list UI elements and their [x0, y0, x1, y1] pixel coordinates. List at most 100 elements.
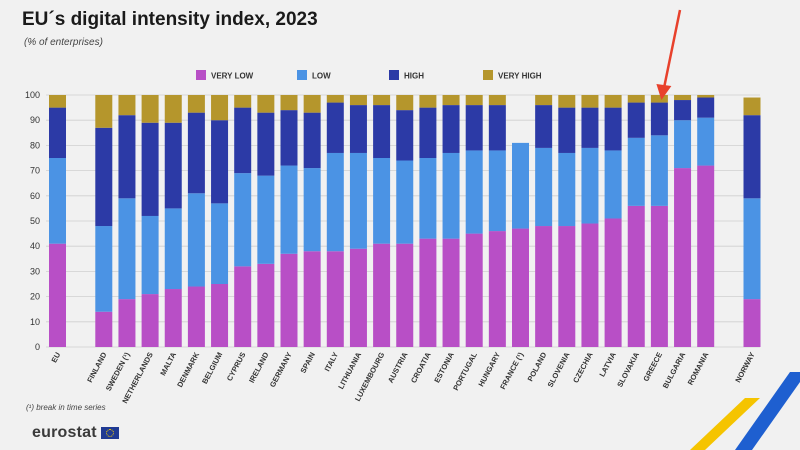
bar-segment-low: [141, 215, 159, 295]
bar-segment-high: [49, 107, 66, 158]
bar-stack: [558, 95, 576, 347]
legend-swatch: [196, 70, 206, 80]
bar-segment-very-low: [280, 253, 298, 347]
bar-segment-high: [604, 107, 622, 151]
x-tick-label: LATVIA: [597, 350, 618, 378]
bar-segment-very-low: [373, 243, 391, 347]
bar-segment-very-low: [465, 233, 483, 347]
bar-segment-low: [442, 152, 460, 239]
x-tick-label: SPAIN: [298, 351, 316, 375]
bar-segment-low: [697, 117, 715, 166]
bar-segment-very-high: [164, 95, 182, 123]
bar-segment-low: [303, 168, 321, 252]
bar-segment-low: [373, 158, 391, 244]
bar-segment-very-high: [187, 95, 205, 113]
bar-segment-high: [257, 112, 275, 176]
bar-stack: [303, 95, 321, 347]
bar-segment-high: [326, 102, 344, 153]
bar-segment-very-low: [396, 243, 414, 347]
bar-segment-very-low: [604, 218, 622, 347]
bar-segment-very-low: [650, 205, 668, 347]
bar-stack: [488, 95, 506, 347]
x-tick-label: PORTUGAL: [451, 350, 479, 392]
bar-segment-high: [95, 127, 113, 227]
bar-segment-very-high: [604, 95, 622, 108]
bar-segment-high: [581, 107, 599, 148]
bar-segment-low: [674, 120, 692, 169]
y-tick-label: 90: [30, 115, 40, 125]
bar-segment-very-high: [535, 95, 553, 106]
annotation-arrow: [656, 9, 682, 100]
x-tick-label: NORWAY: [733, 351, 756, 384]
bar-segment-low: [280, 165, 298, 254]
bar-segment-very-high: [465, 95, 483, 106]
bar-segment-very-low: [95, 311, 113, 347]
bar-stack: [650, 95, 668, 347]
legend: VERY LOW LOW HIGH VERY HIGH: [196, 70, 542, 81]
y-tick-label: 80: [30, 140, 40, 150]
bar-segment-low: [257, 175, 275, 264]
x-tick-label: POLAND: [526, 350, 549, 383]
bar-segment-very-high: [141, 95, 159, 123]
bar-segment-low: [558, 152, 576, 227]
bar-segment-high: [465, 105, 483, 151]
bar-segment-very-low: [49, 243, 66, 347]
y-tick-label: 50: [30, 216, 40, 226]
bar-segment-high: [674, 100, 692, 121]
x-tick-label: ROMANIA: [686, 350, 711, 386]
bar-segment-low: [743, 198, 761, 300]
bar-segment-very-high: [697, 95, 715, 98]
bar-segment-very-low: [558, 226, 576, 347]
x-tick-label: AUSTRIA: [386, 350, 410, 384]
bar-segment-very-low: [211, 284, 229, 347]
bar-segment-very-low: [697, 165, 715, 347]
bar-stack: [257, 95, 275, 347]
bar-segment-very-low: [234, 266, 252, 347]
x-tick-label: ESTONIA: [432, 350, 456, 384]
bar-segment-very-high: [558, 95, 576, 108]
bar-segment-very-high: [49, 95, 66, 108]
bar-segment-very-low: [257, 263, 275, 347]
bar-segment-high: [349, 105, 367, 153]
bar-stack: [465, 95, 483, 347]
bar-stack: [442, 95, 460, 347]
chart-subtitle: (% of enterprises): [24, 37, 103, 48]
chart-title: EU´s digital intensity index, 2023: [22, 9, 318, 30]
y-tick-label: 0: [35, 342, 40, 352]
bar-stack: [211, 95, 229, 347]
bar-stack: [581, 95, 599, 347]
bar-stack: [373, 95, 391, 347]
bar-stack: [674, 95, 692, 347]
x-tick-label: EU: [49, 351, 62, 364]
bar-segment-very-low: [488, 231, 506, 347]
bar-segment-very-low: [349, 248, 367, 347]
bars-layer: [49, 95, 761, 347]
bar-stack: [349, 95, 367, 347]
eu-flag-icon: [100, 427, 119, 439]
y-tick-label: 10: [30, 317, 40, 327]
x-tick-label: BULGARIA: [661, 350, 688, 390]
bar-segment-very-low: [674, 168, 692, 347]
x-tick-label: ITALY: [323, 351, 341, 373]
bar-segment-very-high: [581, 95, 599, 108]
bar-segment-low: [581, 147, 599, 224]
bar-segment-high: [280, 110, 298, 166]
bar-segment-low: [627, 137, 645, 206]
y-tick-label: 40: [30, 241, 40, 251]
y-tick-label: 60: [30, 191, 40, 201]
bar-segment-high: [535, 105, 553, 148]
bar-segment-very-high: [118, 95, 136, 116]
bar-segment-very-low: [187, 286, 205, 347]
bar-stack: [396, 95, 414, 347]
x-tick-label: FRANCE (¹): [498, 350, 525, 391]
bar-stack: [141, 95, 159, 347]
y-tick-label: 30: [30, 266, 40, 276]
bar-segment-very-high: [234, 95, 252, 108]
bar-segment-very-high: [419, 95, 437, 108]
x-tick-label: CROATIA: [409, 350, 433, 384]
bar-segment-low: [512, 142, 529, 229]
bar-segment-very-high: [280, 95, 298, 111]
bar-segment-high: [234, 107, 252, 174]
bar-stack: [234, 95, 252, 347]
